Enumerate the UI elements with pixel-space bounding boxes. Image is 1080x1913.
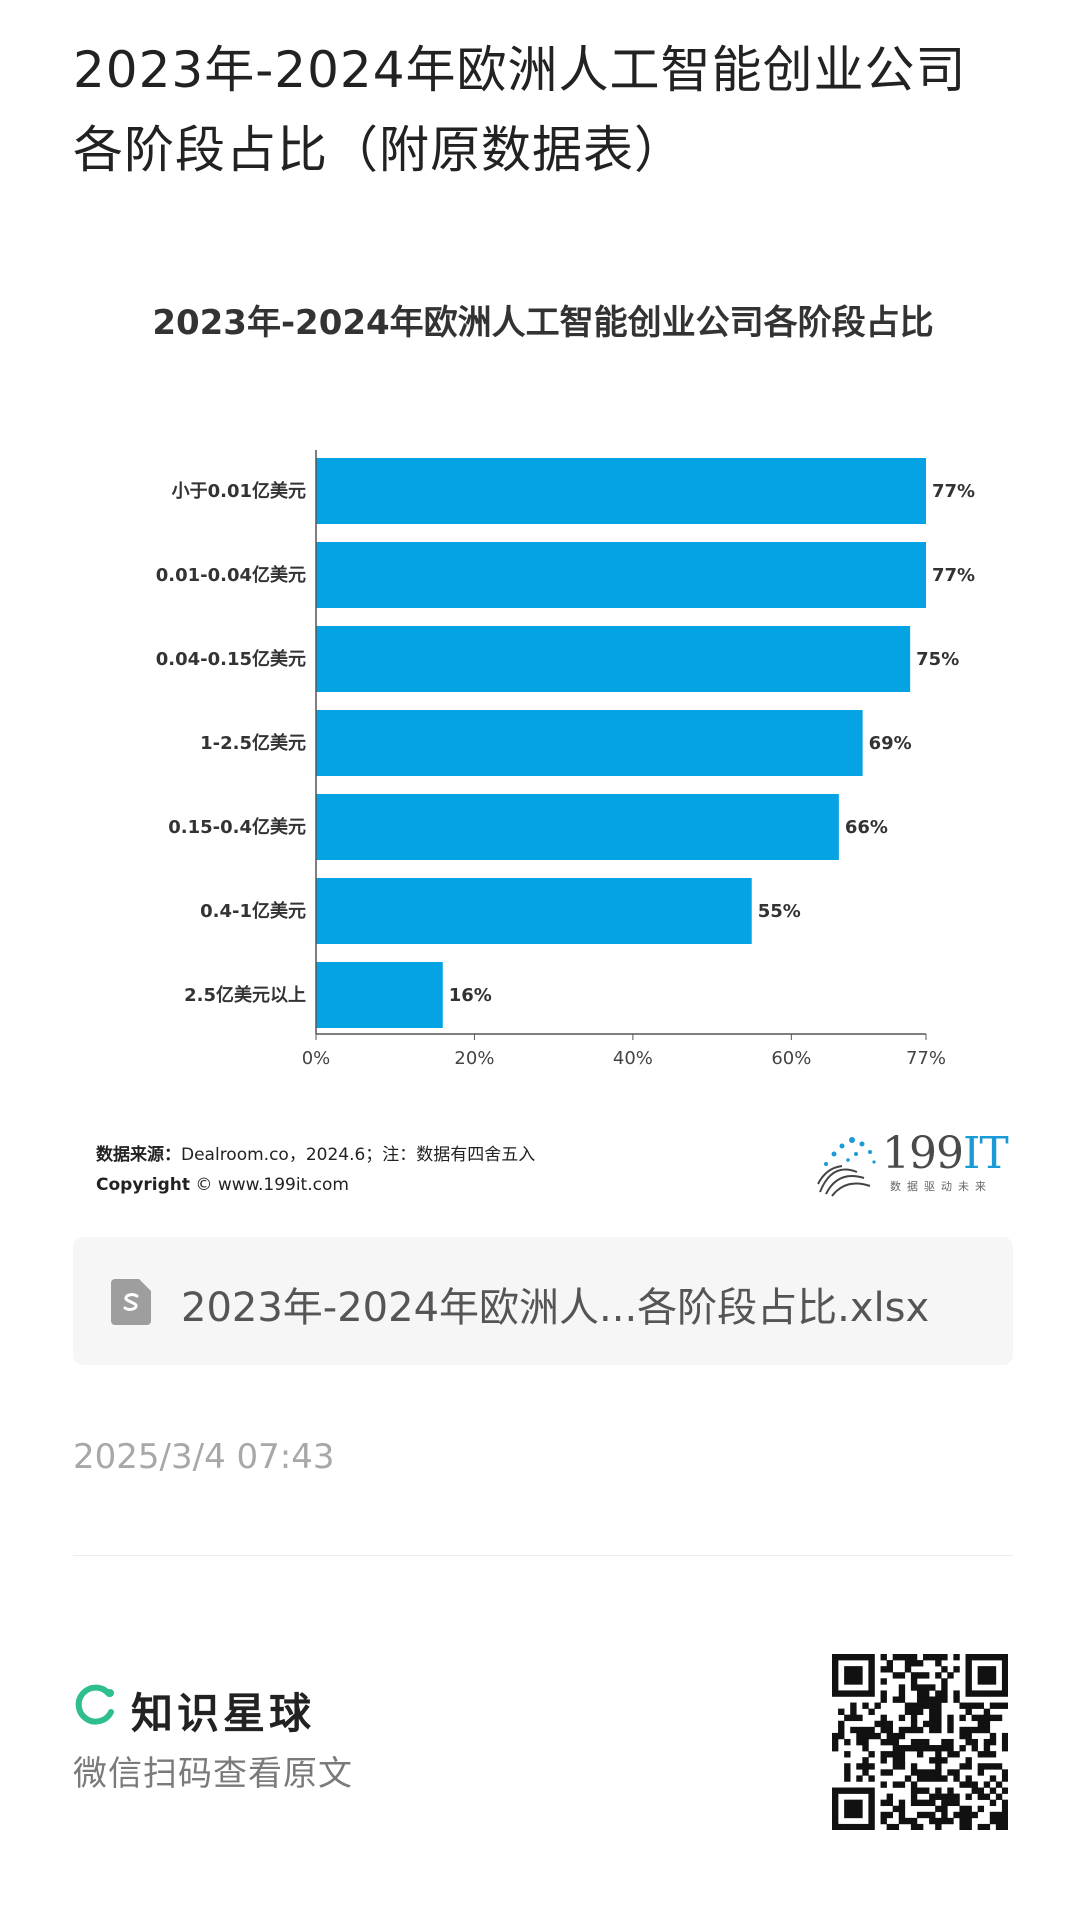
divider [73,1555,1013,1556]
x-tick-label: 77% [906,1048,946,1069]
zsxq-ring-icon [75,1684,114,1725]
copyright-line: Copyright © www.199it.com [96,1170,535,1200]
logo-dots-icon [817,1137,876,1197]
qr-code[interactable] [832,1654,1008,1830]
bar-chart: 2023年-2024年欧洲人工智能创业公司各阶段占比 小于0.01亿美元 77% 0… [73,290,1013,1190]
value-label: 69% [869,733,912,754]
brand-name: 知识星球 [131,1689,316,1738]
bar [316,794,839,860]
x-tick-label: 20% [454,1048,494,1069]
logo-tagline: 数据驱动未来 [890,1180,992,1193]
category-label: 0.04-0.15亿美元 [156,648,306,670]
bar [316,542,926,608]
logo-it: IT [962,1128,1009,1179]
copyright-text: www.199it.com [217,1175,349,1195]
chart-title: 2023年-2024年欧洲人工智能创业公司各阶段占比 [152,303,933,343]
bar [316,710,863,776]
value-label: 66% [845,817,888,838]
logo-text: 199IT [882,1128,1009,1179]
attachment-file-card[interactable]: 2023年-2024年欧洲人...各阶段占比.xlsx [73,1237,1013,1365]
category-label: 0.15-0.4亿美元 [168,816,306,838]
category-label: 0.01-0.04亿美元 [156,564,306,586]
bar [316,626,911,692]
value-label: 77% [932,481,975,502]
chart-svg: 2023年-2024年欧洲人工智能创业公司各阶段占比 小于0.01亿美元 77%0… [152,303,975,1069]
bar [316,458,926,524]
source-label: 数据来源： [96,1145,181,1165]
x-tick-label: 60% [771,1048,811,1069]
value-label: 77% [932,565,975,586]
bar [316,878,752,944]
source-line: 数据来源：Dealroom.co，2024.6；注：数据有四舍五入 [96,1140,535,1170]
page-title: 2023年-2024年欧洲人工智能创业公司各阶段占比（附原数据表） [73,41,967,179]
x-tick-label: 40% [613,1048,653,1069]
bars-group: 小于0.01亿美元 77% 0.01-0.04亿美元 77% 0.04-0.15亿美元 7… [156,458,975,1028]
x-ticks-group: 0% 20% 40% 60% 77% [302,1034,946,1069]
logo-num: 199 [882,1128,964,1179]
post-timestamp: 2025/3/4 07:43 [73,1437,335,1477]
copyright-symbol: © [195,1175,213,1195]
category-label: 小于0.01亿美元 [172,480,306,502]
value-label: 55% [758,901,801,922]
file-name: 2023年-2024年欧洲人...各阶段占比.xlsx [181,1285,930,1331]
source-note: 数据来源：Dealroom.co，2024.6；注：数据有四舍五入 Copyri… [96,1140,535,1200]
value-label: 16% [449,985,492,1006]
copyright-label: Copyright [96,1175,191,1195]
source-text: Dealroom.co，2024.6；注：数据有四舍五入 [181,1145,536,1165]
199it-logo: 199IT 数据驱动未来 [812,1128,1012,1198]
category-label: 0.4-1亿美元 [200,900,306,922]
spreadsheet-file-icon [111,1279,151,1325]
scan-hint: 微信扫码查看原文 [73,1754,353,1794]
category-label: 2.5亿美元以上 [184,984,306,1006]
value-label: 75% [916,649,959,670]
bar [316,962,443,1028]
x-tick-label: 0% [302,1048,331,1069]
category-label: 1-2.5亿美元 [200,732,306,754]
